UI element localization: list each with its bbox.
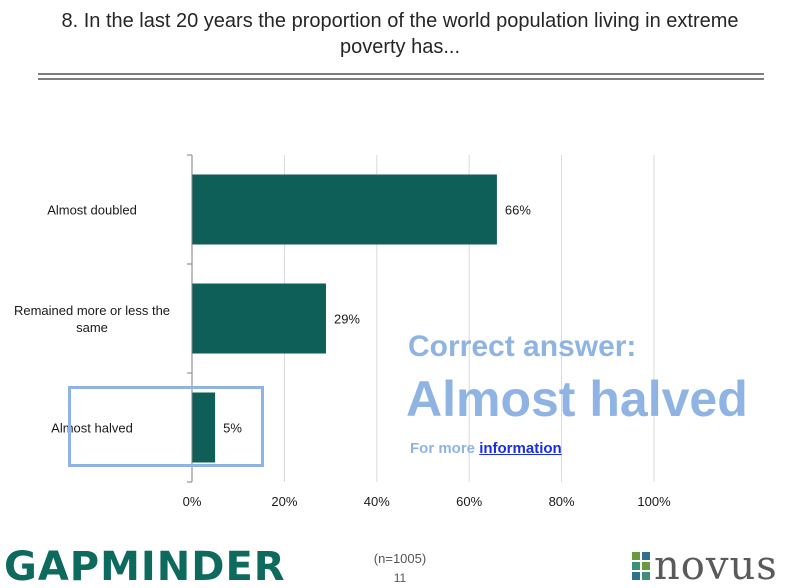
correct-answer-value: Almost halved bbox=[406, 371, 748, 427]
axes bbox=[187, 154, 193, 483]
data-label-2: 5% bbox=[223, 421, 242, 436]
title-line-2: poverty has... bbox=[339, 36, 461, 58]
title-rule-top bbox=[38, 73, 764, 75]
bars bbox=[192, 174, 497, 463]
title-line-1: 8. In the last 20 years the proportion o… bbox=[61, 10, 739, 32]
title-rule-bottom bbox=[38, 78, 764, 80]
slide-title: 8. In the last 20 years the proportion o… bbox=[20, 8, 780, 60]
sample-size: (n=1005) bbox=[373, 551, 427, 566]
x-tick-label-80: 80% bbox=[549, 494, 575, 509]
x-tick-label-20: 20% bbox=[271, 494, 297, 509]
data-label-0: 66% bbox=[505, 203, 531, 218]
x-tick-label-100: 100% bbox=[637, 494, 671, 509]
category-label-2-line-0: Almost halved bbox=[51, 421, 133, 436]
x-tick-label-40: 40% bbox=[364, 494, 390, 509]
more-info-prefix: For more bbox=[410, 440, 480, 457]
page-number: 11 bbox=[393, 571, 407, 585]
category-label-1-line-1: same bbox=[76, 320, 108, 335]
category-label-1-line-0: Remained more or less the bbox=[14, 303, 170, 318]
novus-mark-icon bbox=[632, 552, 650, 580]
category-label-0-line-0: Almost doubled bbox=[47, 203, 137, 218]
novus-logo-text: novus bbox=[654, 543, 778, 588]
correct-answer-highlight-box bbox=[68, 386, 264, 467]
bar-2 bbox=[192, 392, 216, 463]
gapminder-logo: GAPMINDER bbox=[4, 544, 286, 588]
bar-1 bbox=[192, 283, 326, 354]
novus-logo: novus bbox=[632, 543, 778, 588]
correct-answer-label: Correct answer: bbox=[408, 330, 637, 363]
data-label-1: 29% bbox=[334, 312, 360, 327]
x-tick-label-60: 60% bbox=[456, 494, 482, 509]
bar-0 bbox=[192, 174, 497, 245]
more-info: For more information bbox=[410, 440, 562, 457]
x-tick-label-0: 0% bbox=[183, 494, 202, 509]
labels: 0% 20% 40% 60% 80% 100% 66% Almost doubled 29% Re… bbox=[14, 203, 671, 510]
information-link[interactable]: information bbox=[479, 440, 562, 457]
